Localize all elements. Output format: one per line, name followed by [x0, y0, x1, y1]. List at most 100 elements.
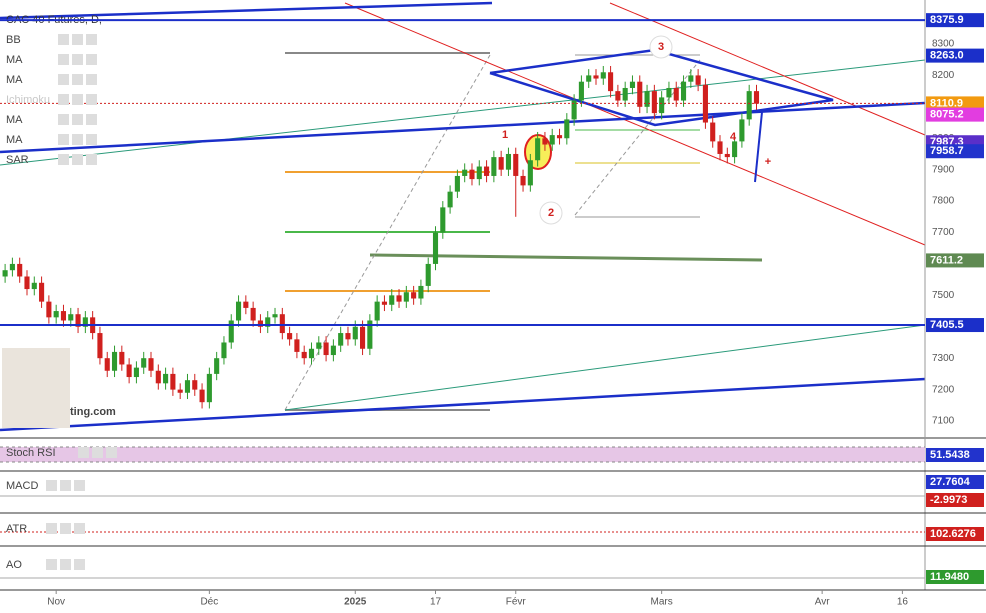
candle-body — [527, 160, 533, 186]
candle-body — [513, 153, 519, 176]
candle-body — [549, 135, 555, 145]
candle-body — [294, 339, 300, 352]
indicator-icon — [86, 34, 97, 45]
annotation: + — [765, 156, 771, 168]
price-tag-label: 8075.2 — [930, 109, 964, 121]
candle-body — [491, 157, 497, 176]
indicator-icon — [106, 447, 117, 458]
annotation: 1 — [502, 129, 508, 141]
candle-body — [564, 119, 570, 139]
candle-body — [279, 314, 285, 334]
candle-body — [666, 87, 672, 98]
candle-body — [680, 81, 687, 101]
price-tag-label: 7958.7 — [930, 145, 964, 157]
candle-body — [170, 373, 176, 390]
candle-body — [659, 97, 665, 114]
candle-body — [454, 175, 460, 192]
y-tick-label: 8300 — [932, 39, 955, 50]
candle-body — [104, 358, 110, 371]
candle-body — [651, 91, 657, 114]
candle-body — [308, 348, 315, 359]
candle-body — [75, 314, 81, 327]
x-tick-label: 16 — [897, 597, 909, 608]
indicator-icon — [72, 74, 83, 85]
x-tick-label: Mars — [651, 597, 673, 608]
indicator-icon — [58, 34, 69, 45]
candle-body — [673, 87, 679, 101]
indicator-label: MA — [6, 74, 23, 86]
indicator-label: MA — [6, 134, 23, 146]
indicator-icon — [72, 154, 83, 165]
candle-body — [374, 301, 380, 321]
candle-body — [148, 358, 154, 371]
indicator-icon — [92, 447, 103, 458]
candle-body — [97, 333, 103, 359]
panel-tag — [926, 527, 984, 541]
indicator-icon — [46, 480, 57, 491]
indicator-icon — [72, 34, 83, 45]
stoch-band — [0, 447, 925, 462]
indicator-icon — [86, 94, 97, 105]
candle-body — [753, 91, 760, 104]
candle-body — [381, 301, 387, 305]
y-tick-label: 7900 — [932, 164, 955, 175]
indicator-icon — [86, 114, 97, 125]
candle-body — [440, 207, 446, 233]
candle-body — [126, 364, 132, 378]
candle-body — [257, 320, 263, 327]
price-tag-label: 7611.2 — [930, 254, 963, 266]
candle-body — [535, 138, 541, 161]
y-tick-label: 7500 — [932, 290, 955, 301]
candle-body — [82, 317, 88, 327]
candle-body — [542, 138, 548, 145]
candle-body — [214, 358, 220, 374]
x-tick-label: 2025 — [344, 597, 367, 608]
candle-body — [155, 370, 161, 384]
candle-body — [53, 311, 59, 318]
candle-body — [484, 166, 490, 176]
panel-tag — [926, 475, 984, 489]
indicator-icon — [72, 114, 83, 125]
candle-body — [498, 157, 504, 170]
candle-body — [60, 311, 67, 321]
candle-body — [316, 342, 322, 349]
candle-body — [476, 166, 482, 180]
logo — [2, 348, 70, 428]
indicator-icon — [46, 523, 57, 534]
candle-body — [265, 317, 271, 327]
price-tag-label: 8263.0 — [930, 50, 964, 62]
y-tick-label: 7700 — [932, 227, 955, 238]
candle-body — [644, 91, 650, 107]
candle-body — [396, 295, 402, 302]
candle-body — [17, 263, 23, 277]
price-tag — [926, 318, 984, 333]
candle-body — [600, 72, 606, 79]
candle-body — [141, 358, 147, 368]
indicator-icon — [58, 94, 69, 105]
x-tick-label: Févr — [506, 597, 527, 608]
candle-body — [31, 282, 37, 290]
price-tag — [926, 107, 984, 122]
y-tick-label: 7200 — [932, 384, 955, 395]
candle-body — [2, 270, 8, 277]
candle-body — [389, 295, 395, 305]
candle-body — [360, 326, 366, 349]
indicator-icon — [58, 114, 69, 125]
candle-body — [228, 320, 234, 343]
panel-tag-label: 51.5438 — [930, 449, 970, 461]
candle-body — [301, 351, 307, 359]
panel-tag-label: 102.6276 — [930, 528, 976, 540]
indicator-icon — [72, 94, 83, 105]
indicator-icon — [72, 54, 83, 65]
indicator-icon — [58, 134, 69, 145]
indicator-icon — [86, 74, 97, 85]
candle-body — [447, 191, 453, 208]
candle-body — [571, 100, 577, 120]
candle-body — [345, 333, 351, 340]
candle-body — [586, 75, 592, 82]
indicator-label: SAR — [6, 154, 29, 166]
indicator-icon — [58, 74, 69, 85]
watermark: ting.com — [70, 406, 116, 418]
candle-body — [695, 75, 701, 85]
panel-tag — [926, 448, 984, 462]
